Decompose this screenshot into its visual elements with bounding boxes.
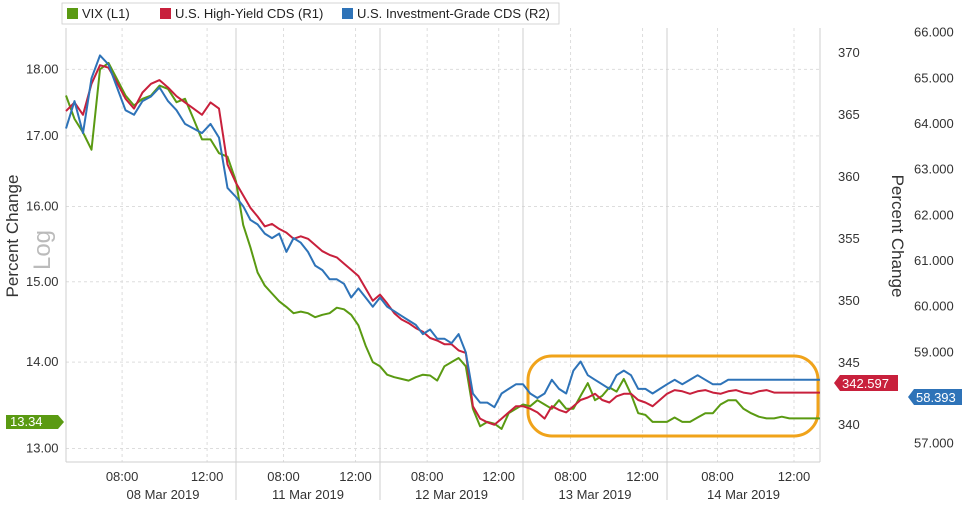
- right2-tick-label: 62.000: [914, 207, 954, 222]
- left-axis-ticks: 13.00 14.00 15.00 16.00 17.00 18.00: [26, 61, 59, 455]
- right2-tick-label: 60.000: [914, 299, 954, 314]
- legend-swatch-hy: [160, 8, 171, 19]
- x-time-tick-label: 08:00: [411, 469, 444, 484]
- series-line-ig: [65, 54, 820, 409]
- x-time-tick-label: 12:00: [191, 469, 224, 484]
- left-tick-label: 16.00: [26, 199, 59, 214]
- series-line-vix: [65, 61, 820, 430]
- last-value-tag-hy: 342.597: [834, 375, 898, 391]
- x-time-tick-label: 12:00: [339, 469, 372, 484]
- x-day-label: 13 Mar 2019: [559, 487, 632, 502]
- right1-tick-label: 365: [838, 107, 860, 122]
- left-tick-label: 17.00: [26, 128, 59, 143]
- right-axis-1-ticks: 340 345 350 355 360 365 370: [838, 45, 860, 432]
- right2-tick-label: 65.000: [914, 70, 954, 85]
- legend-swatch-vix: [67, 8, 78, 19]
- left-axis-title: Percent Change: [3, 175, 22, 298]
- last-value-ig: 58.393: [916, 390, 956, 405]
- right2-tick-label: 64.000: [914, 116, 954, 131]
- x-day-label: 08 Mar 2019: [127, 487, 200, 502]
- x-time-tick-label: 12:00: [778, 469, 811, 484]
- last-value-vix: 13.34: [10, 414, 43, 429]
- right1-tick-label: 360: [838, 169, 860, 184]
- legend-swatch-ig: [342, 8, 353, 19]
- x-time-tick-label: 08:00: [554, 469, 587, 484]
- last-value-tag-ig: 58.393: [908, 389, 962, 405]
- left-tick-label: 13.00: [26, 440, 59, 455]
- x-time-tick-label: 12:00: [482, 469, 515, 484]
- legend-label-ig: U.S. Investment-Grade CDS (R2): [357, 6, 550, 21]
- right1-tick-label: 355: [838, 231, 860, 246]
- series-layer: [65, 54, 820, 430]
- x-time-tick-label: 08:00: [267, 469, 300, 484]
- right1-tick-label: 340: [838, 417, 860, 432]
- highlight-oval: [526, 354, 820, 438]
- legend-label-hy: U.S. High-Yield CDS (R1): [175, 6, 323, 21]
- right-axis-title: Percent Change: [888, 175, 907, 298]
- right1-tick-label: 350: [838, 293, 860, 308]
- x-time-tick-label: 12:00: [626, 469, 659, 484]
- x-day-label: 12 Mar 2019: [415, 487, 488, 502]
- left-axis-scale-tag: Log: [29, 230, 56, 270]
- right-axis-2-ticks: 57.00058.00059.00060.00061.00062.00063.0…: [914, 25, 954, 451]
- x-time-tick-label: 08:00: [106, 469, 139, 484]
- left-tick-label: 15.00: [26, 274, 59, 289]
- right2-tick-label: 59.000: [914, 344, 954, 359]
- right2-tick-label: 57.000: [914, 436, 954, 451]
- legend-label-vix: VIX (L1): [82, 6, 130, 21]
- x-day-label: 14 Mar 2019: [707, 487, 780, 502]
- last-value-tag-vix: 13.34: [6, 414, 64, 429]
- right1-tick-label: 370: [838, 45, 860, 60]
- legend[interactable]: VIX (L1) U.S. High-Yield CDS (R1) U.S. I…: [61, 2, 560, 25]
- x-day-label: 11 Mar 2019: [272, 487, 344, 502]
- right1-tick-label: 345: [838, 355, 860, 370]
- last-value-hy: 342.597: [842, 376, 889, 391]
- x-axis-ticks: 08:00 12:00 08:00 12:00 08:00 12:00 08:00 12:00…: [106, 469, 810, 502]
- right2-tick-label: 63.000: [914, 162, 954, 177]
- right2-tick-label: 66.000: [914, 25, 954, 40]
- left-tick-label: 14.00: [26, 354, 59, 369]
- right2-tick-label: 61.000: [914, 253, 954, 268]
- x-time-tick-label: 08:00: [701, 469, 734, 484]
- left-tick-label: 18.00: [26, 61, 59, 76]
